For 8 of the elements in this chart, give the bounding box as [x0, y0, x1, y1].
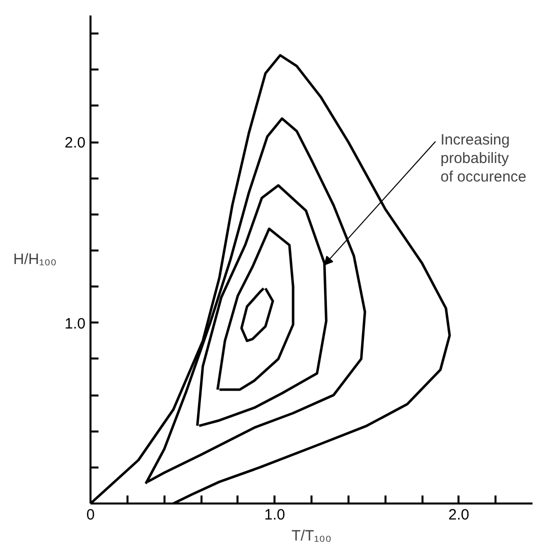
y-axis-title: H/H₁₀₀ [13, 251, 57, 268]
annotation: Increasing probability of occurence [440, 131, 526, 186]
x-tick-label: 0 [86, 506, 95, 524]
line-series [240, 287, 274, 342]
x-tick-label: 1.0 [264, 506, 286, 524]
x-tick-label: 2.0 [448, 506, 470, 524]
line-series [216, 228, 294, 391]
x-axis-title: T/T₁₀₀ [292, 528, 332, 544]
